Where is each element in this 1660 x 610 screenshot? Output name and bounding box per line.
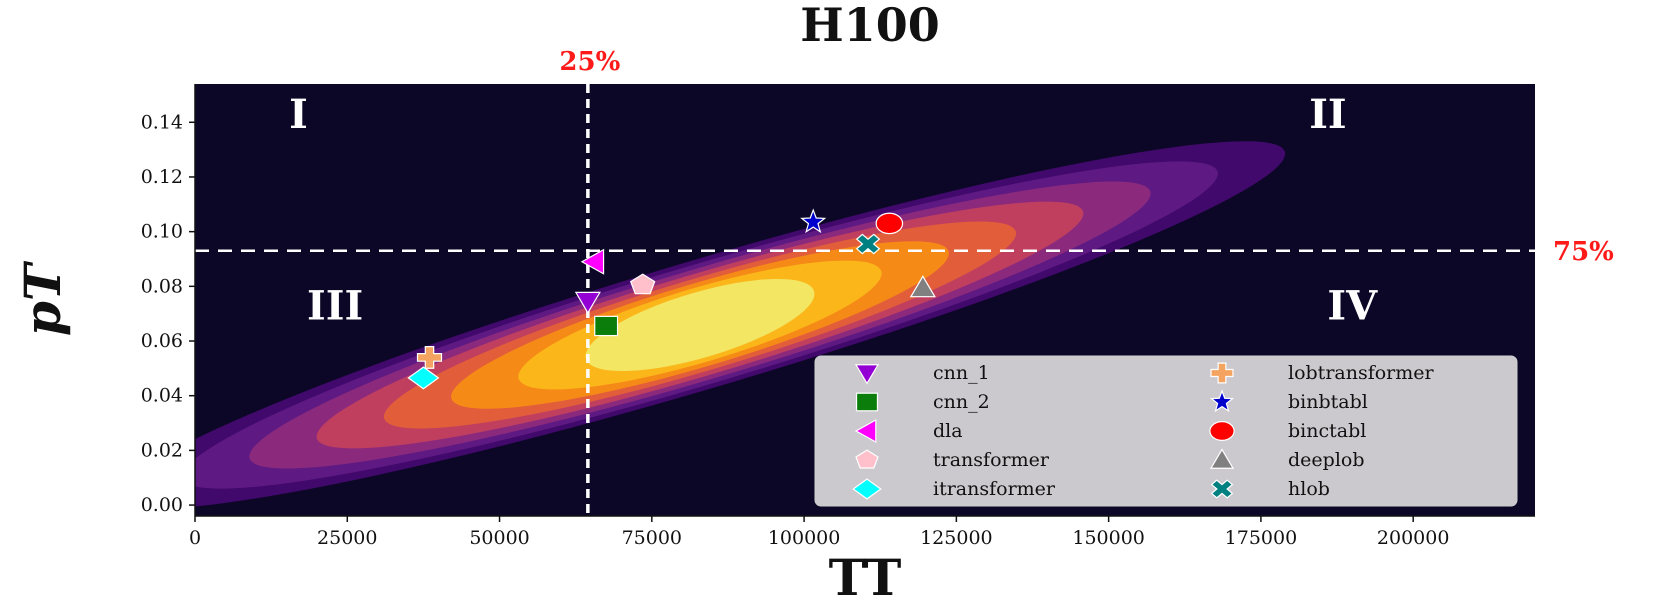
legend-label: binbtabl [1288, 391, 1368, 413]
marker-transformer [629, 273, 656, 295]
legend-marker [1209, 389, 1235, 413]
y-tick-label: 0.00 [141, 494, 183, 516]
threshold-vertical-label: 25% [559, 47, 620, 77]
marker-dla [580, 248, 605, 275]
x-axis-ticks: 0 25000 50000 75000 100000 125000 150000 175000… [189, 84, 1535, 549]
x-tick-label: 150000 [1072, 527, 1145, 549]
density-level [585, 278, 815, 372]
legend-item: binctabl [1209, 420, 1366, 442]
x-tick-label: 25000 [317, 527, 377, 549]
legend-label: cnn_2 [933, 391, 990, 413]
legend-label: dla [933, 420, 963, 442]
legend-item: cnn_1 [854, 362, 990, 385]
legend-marker [852, 478, 882, 500]
x-tick-label: 175000 [1225, 527, 1298, 549]
legend-label: hlob [1288, 478, 1330, 500]
quadrant-label: II [1309, 91, 1346, 138]
marker-itransformer [407, 366, 440, 390]
legend-label: cnn_1 [933, 362, 990, 384]
quadrant-label: III [307, 282, 363, 329]
threshold-horizontal-label: 75% [1553, 237, 1614, 267]
y-tick-label: 0.10 [141, 221, 183, 243]
x-tick-label: 200000 [1377, 527, 1450, 549]
legend-item: dla [854, 418, 963, 444]
x-tick-label: 125000 [920, 527, 993, 549]
marker-binctabl [875, 212, 904, 235]
x-tick-label: 75000 [622, 527, 682, 549]
chart-title: H100 [800, 0, 939, 52]
legend-item: deeplob [1209, 448, 1365, 471]
legend-marker [1209, 448, 1235, 469]
marker-hlob [855, 233, 881, 255]
legend-label: lobtransformer [1288, 362, 1435, 384]
density-contours [195, 141, 1286, 509]
quadrant-label: IV [1327, 282, 1378, 329]
legend-marker [855, 449, 879, 469]
legend-marker [1209, 421, 1235, 441]
data-markers [407, 208, 936, 390]
y-tick-label: 0.12 [141, 166, 183, 188]
legend-item: itransformer [852, 478, 1056, 500]
x-axis-label: TT [829, 548, 902, 607]
legend-marker [1210, 479, 1234, 499]
marker-lobtransformer [416, 346, 443, 369]
x-tick-label: 50000 [469, 527, 529, 549]
legend-label: transformer [933, 449, 1050, 471]
y-tick-label: 0.14 [141, 111, 183, 133]
marker-cnn-1 [574, 291, 601, 314]
y-axis-label: pT [13, 260, 72, 336]
y-tick-label: 0.04 [141, 385, 183, 407]
legend-item: binbtabl [1209, 389, 1368, 413]
legend-box [814, 355, 1518, 507]
legend-item: hlob [1210, 478, 1330, 500]
x-tick-label: 100000 [768, 527, 841, 549]
marker-deeplob [909, 275, 936, 298]
x-tick-label: 0 [189, 527, 201, 549]
legend-label: itransformer [933, 478, 1056, 500]
y-axis-ticks: 0.00 0.02 0.04 0.06 0.08 0.10 0.12 0.14 [141, 111, 195, 516]
marker-binbtabl [800, 208, 827, 234]
legend-marker [854, 418, 877, 444]
y-tick-label: 0.02 [141, 439, 183, 461]
legend-item: cnn_2 [855, 391, 990, 413]
legend-marker [1210, 362, 1234, 384]
legend-marker [855, 392, 879, 412]
legend-item: lobtransformer [1210, 362, 1435, 384]
legend-label: deeplob [1288, 449, 1365, 471]
quadrant-label: I [289, 91, 308, 138]
y-tick-label: 0.08 [141, 275, 183, 297]
y-tick-label: 0.06 [141, 330, 183, 352]
legend-marker [854, 364, 880, 385]
marker-cnn-2 [594, 315, 619, 337]
legend-item: transformer [855, 449, 1050, 471]
legend-label: binctabl [1288, 420, 1366, 442]
